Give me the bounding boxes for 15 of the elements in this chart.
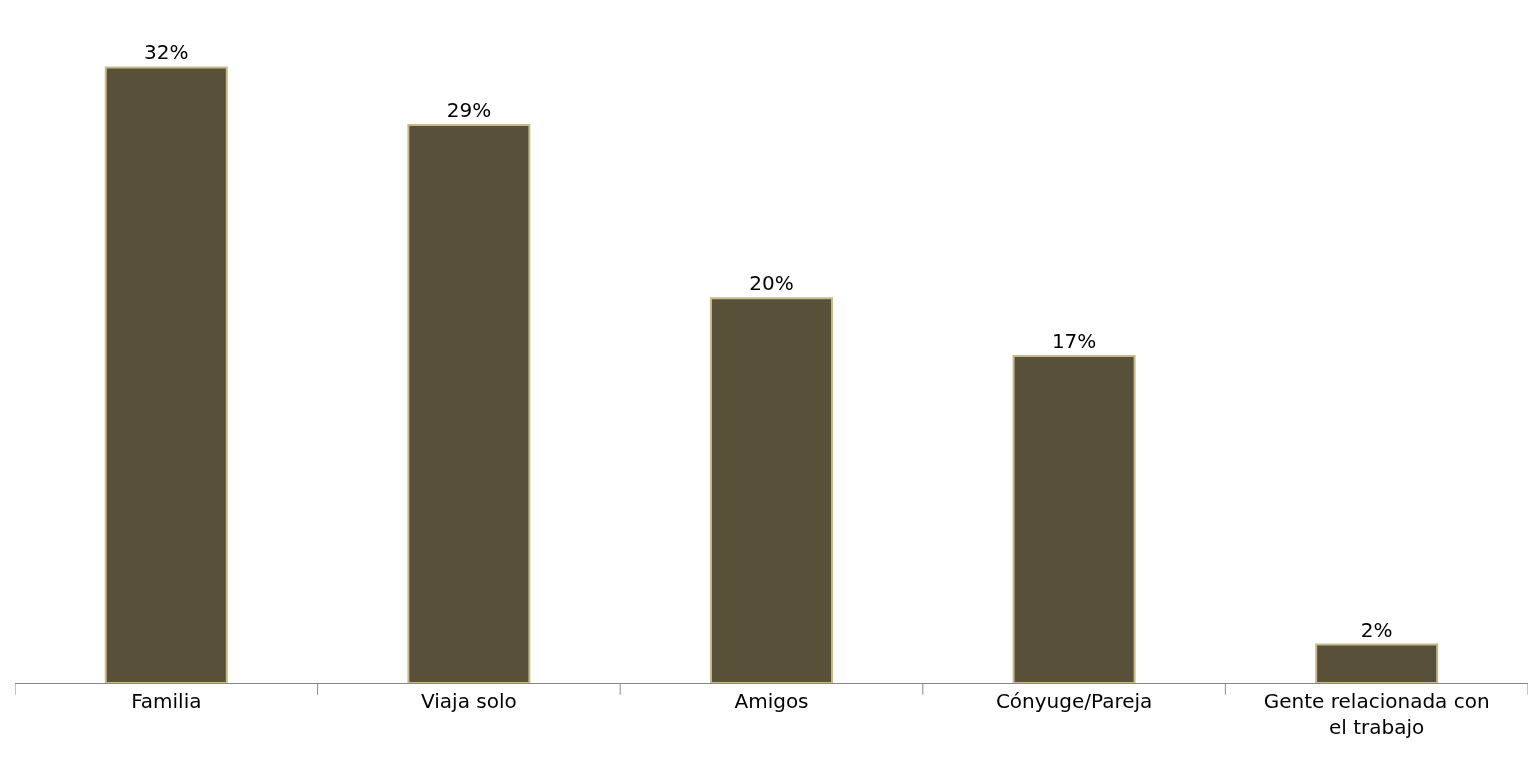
x-tick-label: Gente relacionada con el trabajo [1263,689,1490,739]
data-label: 20% [749,271,794,296]
data-label: 2% [1360,617,1393,642]
bar [1315,643,1439,683]
x-tick-label: Amigos [734,689,809,713]
x-tick-label: Viaja solo [421,689,517,713]
data-label: 32% [144,40,189,65]
bar [1012,354,1136,683]
data-label: 29% [446,98,492,123]
bar [407,124,531,683]
x-tick-label: Familia [131,689,202,713]
data-label: 17% [1051,328,1097,353]
bar [104,66,228,683]
x-tick-label: Cónyuge/Pareja [995,689,1153,713]
bar [709,297,834,683]
